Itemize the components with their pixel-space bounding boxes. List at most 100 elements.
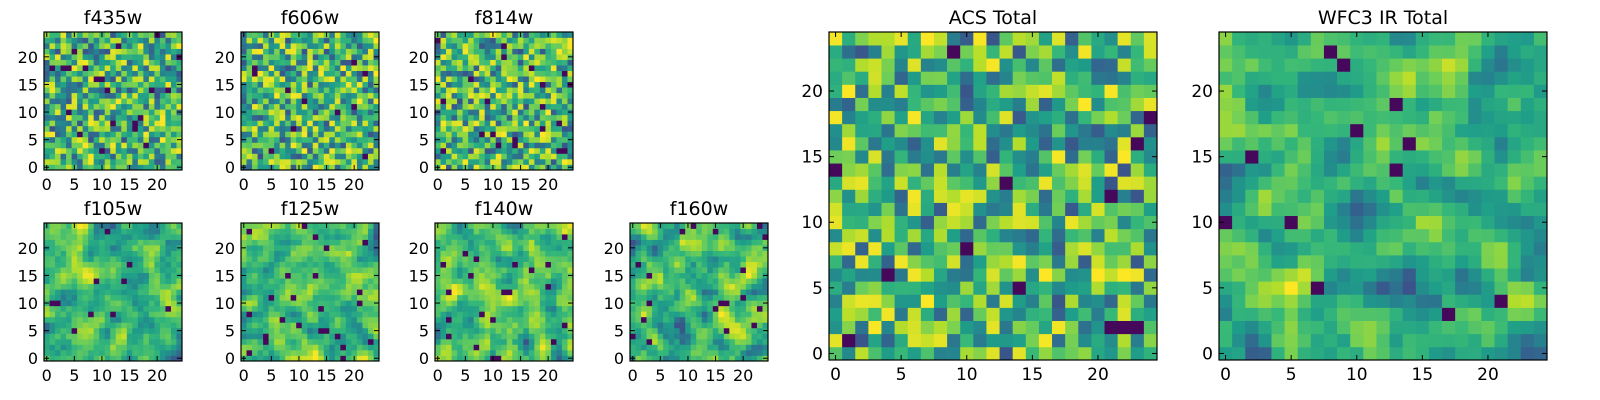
heatmap-cell — [528, 109, 535, 116]
heatmap-cell — [137, 294, 144, 301]
heatmap-cell — [696, 223, 703, 229]
heatmap-cell — [170, 114, 177, 121]
heatmap-cell — [512, 120, 519, 127]
heatmap-cell — [630, 349, 636, 356]
heatmap-cell — [473, 261, 480, 268]
heatmap-cell — [362, 65, 369, 71]
heatmap-cell — [495, 338, 502, 345]
heatmap-cell — [701, 333, 708, 340]
heatmap-cell — [468, 256, 474, 262]
heatmap-cell — [318, 125, 325, 132]
heatmap-cell — [274, 43, 280, 49]
heatmap-cell — [285, 239, 292, 246]
heatmap-cell — [960, 268, 974, 282]
heatmap-cell — [986, 202, 1000, 217]
heatmap-cell — [93, 316, 100, 323]
heatmap-cell — [307, 338, 314, 345]
heatmap-cell — [312, 147, 319, 154]
heatmap-cell — [973, 294, 987, 308]
heatmap-cell — [93, 272, 100, 279]
heatmap-cell — [257, 289, 264, 296]
heatmap-cell — [296, 311, 303, 318]
heatmap-cell — [340, 234, 347, 240]
heatmap-cell — [323, 120, 330, 127]
heatmap-cell — [973, 215, 987, 230]
heatmap-cell — [285, 256, 292, 262]
heatmap-cell — [545, 120, 552, 127]
heatmap-cell — [290, 131, 297, 138]
heatmap-cell — [473, 103, 480, 110]
heatmap-cell — [484, 261, 491, 268]
heatmap-cell — [99, 239, 106, 246]
heatmap-cell — [1143, 307, 1158, 321]
heatmap-cell — [829, 189, 843, 203]
y-tick-label: 5 — [419, 131, 429, 150]
heatmap-cell — [712, 283, 719, 290]
heatmap-cell — [1091, 281, 1105, 295]
heatmap-cell — [512, 136, 519, 143]
heatmap-cell — [468, 43, 474, 49]
heatmap-cell — [457, 338, 463, 345]
heatmap-cell — [446, 70, 452, 77]
heatmap-cell — [484, 355, 491, 362]
heatmap-cell — [285, 272, 292, 279]
heatmap-cell — [490, 98, 497, 105]
heatmap-cell — [115, 70, 122, 77]
heatmap-cell — [868, 268, 882, 282]
heatmap-cell — [539, 322, 546, 329]
heatmap-cell — [1038, 333, 1053, 348]
x-tick-label: 0 — [239, 366, 249, 385]
heatmap-cell — [268, 109, 275, 116]
heatmap-cell — [246, 164, 253, 171]
x-tick-label: 5 — [266, 366, 276, 385]
heatmap-cell — [751, 245, 758, 251]
heatmap-cell — [561, 76, 568, 83]
heatmap-cell — [132, 32, 139, 38]
heatmap-cell — [484, 54, 491, 60]
heatmap-cell — [451, 114, 458, 121]
heatmap-cell — [920, 228, 935, 243]
heatmap-cell — [318, 338, 325, 345]
heatmap-cell — [567, 103, 574, 110]
heatmap-cell — [451, 294, 458, 301]
heatmap-cell — [506, 43, 513, 49]
heatmap-cell — [484, 87, 491, 94]
heatmap-cell — [143, 114, 150, 121]
heatmap-cell — [881, 307, 895, 321]
heatmap-cell — [137, 327, 144, 334]
heatmap-cell — [999, 346, 1014, 361]
heatmap-cell — [312, 228, 319, 235]
heatmap-cell — [252, 289, 258, 296]
heatmap-cell — [82, 109, 89, 116]
y-tick-label: 0 — [614, 349, 624, 368]
heatmap-cell — [723, 333, 730, 340]
axes-frame — [629, 222, 769, 362]
heatmap-cell — [77, 250, 83, 257]
heatmap-cell — [362, 81, 369, 88]
heatmap-cell — [712, 245, 719, 251]
x-tick-label: 20 — [147, 366, 167, 385]
heatmap-cell — [473, 70, 480, 77]
heatmap-cell — [440, 114, 447, 121]
heatmap-cell — [663, 250, 669, 257]
heatmap-cell — [920, 294, 935, 308]
heatmap-cell — [446, 311, 452, 318]
heatmap-cell — [44, 344, 50, 351]
heatmap-cell — [534, 65, 541, 71]
heatmap-cell — [668, 272, 675, 279]
heatmap-cell — [252, 131, 258, 138]
heatmap-cell — [82, 125, 89, 132]
heatmap-cell — [440, 344, 447, 351]
heatmap-cell — [495, 267, 502, 274]
heatmap-cell — [257, 338, 264, 345]
heatmap-cell — [701, 294, 708, 301]
heatmap-cell — [176, 98, 183, 105]
heatmap-cell — [246, 103, 253, 110]
heatmap-cell — [556, 289, 563, 296]
heatmap-cell — [356, 300, 363, 307]
heatmap-cell — [345, 256, 352, 262]
heatmap-cell — [894, 202, 909, 217]
heatmap-cell — [718, 245, 725, 251]
heatmap-cell — [451, 333, 458, 340]
heatmap-cell — [137, 103, 144, 110]
